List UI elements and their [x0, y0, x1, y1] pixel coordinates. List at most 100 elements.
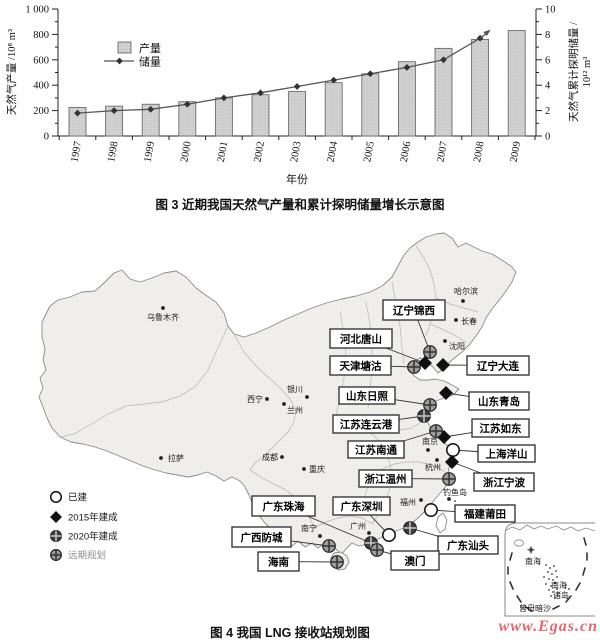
legend-line-marker	[116, 57, 123, 65]
station-name: 辽宁大连	[477, 359, 519, 372]
dash-segment	[575, 582, 581, 591]
station-label-box: 浙江宁波	[473, 472, 535, 492]
line-marker	[74, 109, 81, 117]
station-name: 江苏如东	[480, 422, 522, 435]
line-marker	[147, 105, 155, 113]
island-dot	[556, 576, 558, 578]
x-axis-tick: 2006	[399, 141, 413, 164]
legend-production-label: 产量	[139, 41, 161, 55]
city-label: 西宁	[247, 394, 263, 404]
nine-dash-line	[507, 537, 588, 612]
city-dot	[435, 458, 439, 462]
island-dot	[545, 583, 547, 585]
right-axis-tick: 6	[545, 55, 550, 66]
city-dot	[280, 455, 284, 459]
line-marker	[183, 100, 191, 108]
island-dot	[551, 573, 553, 575]
province-border	[391, 281, 405, 365]
province-border	[415, 245, 437, 337]
station-name: 上海洋山	[486, 447, 528, 460]
legend-bar-swatch	[117, 41, 132, 54]
station-name: 浙江温州	[365, 472, 407, 485]
dash-segment	[516, 595, 522, 603]
line-marker	[110, 107, 118, 114]
island-dot	[548, 578, 550, 580]
city-dot	[318, 534, 322, 538]
black-diamond-marker	[436, 358, 450, 372]
production-bars	[68, 30, 526, 137]
city-dot	[282, 402, 286, 406]
station-name: 河北唐山	[340, 332, 382, 345]
figure3-caption: 图 3 近期我国天然气产量和累计探明储量增长示意图	[155, 198, 445, 212]
city-dot	[426, 448, 430, 452]
x-axis-tick: 2001	[216, 141, 230, 164]
station-label-box: 山东日照	[338, 386, 396, 405]
city-label: 兰州	[287, 405, 303, 415]
x-axis-tick: 2008	[472, 141, 486, 164]
inset-frame	[504, 522, 595, 617]
legend-label: 2020年建成	[68, 531, 118, 543]
city-label: 重庆	[309, 464, 325, 474]
station-label-box: 江苏南通	[347, 440, 405, 459]
island-dot	[549, 567, 551, 569]
line-marker	[366, 70, 374, 78]
right-axis-tick: 10	[545, 5, 556, 16]
city-label: 南宁	[301, 523, 317, 533]
line-marker	[403, 64, 411, 71]
station-name: 澳门	[405, 554, 426, 567]
inset-sea-label: 南海	[525, 556, 541, 566]
station-label-box: 海南	[257, 551, 300, 572]
city-dot	[454, 318, 458, 322]
station-name: 山东青岛	[478, 395, 520, 408]
island-dot	[568, 588, 570, 590]
legend-label: 远期规划	[68, 550, 106, 562]
island-dot	[554, 582, 556, 584]
x-axis-tick: 2004	[326, 140, 341, 163]
station-connector	[306, 515, 372, 544]
city-label: 哈尔滨	[454, 286, 478, 296]
station-label-box: 江苏连云港	[332, 414, 400, 434]
station-name: 辽宁锦西	[393, 304, 435, 317]
city-label: 杭州	[425, 462, 441, 472]
left-axis-tick: 200	[33, 106, 49, 117]
dash-segment	[509, 581, 514, 590]
station-connector	[385, 347, 426, 364]
legend-label: 已建	[68, 492, 88, 504]
right-axis-tick: 2	[545, 106, 550, 117]
gray-cross-circle-marker	[429, 424, 443, 438]
station-name: 广东汕头	[447, 539, 489, 552]
island-dot	[550, 585, 552, 587]
city-dot	[419, 498, 423, 502]
inset-islands-label: 南海	[551, 580, 567, 590]
taiwan-island	[435, 512, 448, 534]
island-dot	[547, 571, 549, 573]
black-diamond-marker	[439, 386, 453, 400]
island-dot	[553, 565, 555, 567]
station-name: 海南	[268, 555, 289, 568]
x-axis-title: 年份	[286, 172, 308, 186]
station-label-box: 浙江温州	[358, 469, 413, 488]
dark-cross-circle-marker	[417, 409, 431, 423]
province-border	[233, 333, 297, 471]
right-axis-title: 天然气累计探明储量 /10¹² m³	[567, 22, 593, 122]
inset-island-star	[526, 546, 536, 554]
province-border	[363, 461, 449, 512]
dash-segment	[509, 552, 513, 561]
gray-cross-circle-marker	[407, 360, 421, 374]
chart-tick-labels: 0 200 400 600 800 1 000 0 2 4 6 8 10 1997 1998 1999 200…	[5, 5, 593, 187]
figure4-caption: 图 4 我国 LNG 接收站规划图	[210, 626, 370, 640]
station-label-box: 辽宁大连	[466, 355, 530, 376]
right-axis-tick: 0	[545, 132, 550, 143]
bar	[288, 91, 307, 137]
black-diamond-marker	[445, 455, 459, 469]
line-marker	[220, 94, 228, 102]
island-dot	[552, 579, 554, 581]
station-name: 浙江宁波	[483, 476, 525, 489]
station-label-box: 天津塘沽	[329, 355, 392, 376]
left-axis-title: 天然气产量 /10⁸ m³	[5, 29, 18, 115]
dark-cross-circle-marker	[403, 521, 417, 535]
gray-cross-circle-marker	[442, 472, 456, 486]
city-label: 福州	[400, 498, 416, 507]
